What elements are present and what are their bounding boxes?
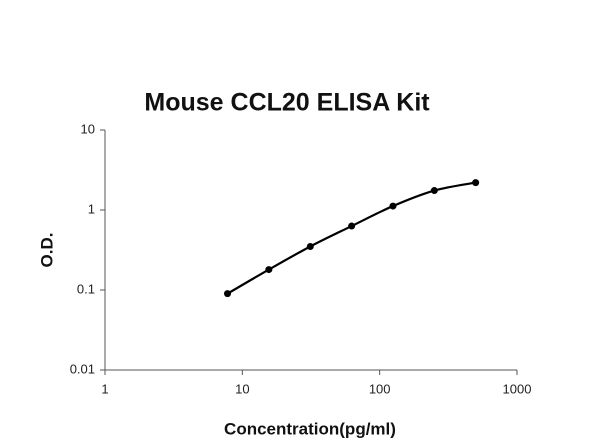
- x-tick-label: 1: [101, 381, 108, 396]
- data-point: [265, 266, 273, 274]
- data-point: [389, 202, 397, 210]
- data-point: [430, 187, 438, 195]
- y-tick-label: 1: [88, 201, 95, 216]
- chart-title: Mouse CCL20 ELISA Kit: [144, 89, 430, 117]
- x-tick-label: 100: [369, 381, 391, 396]
- x-tick-label: 1000: [503, 381, 532, 396]
- x-axis-title: Concentration(pg/ml): [224, 419, 396, 438]
- x-tick-label: 10: [235, 381, 249, 396]
- y-tick-label: 0.1: [77, 281, 95, 296]
- data-point: [348, 222, 356, 230]
- y-tick-label: 0.01: [70, 361, 95, 376]
- data-point: [472, 179, 480, 187]
- data-point: [224, 290, 232, 298]
- y-axis-title: O.D.: [37, 233, 56, 268]
- y-tick-label: 10: [81, 121, 95, 136]
- fit-curve: [226, 181, 476, 295]
- data-point: [306, 242, 314, 250]
